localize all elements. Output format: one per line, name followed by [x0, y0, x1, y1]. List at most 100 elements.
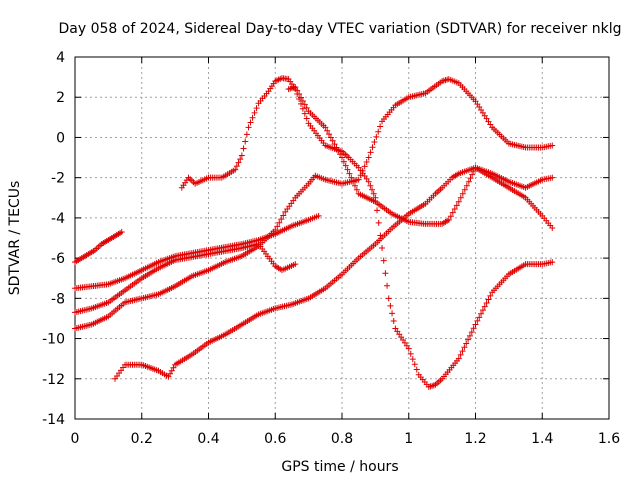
data-point	[377, 123, 384, 130]
series-track-d	[72, 76, 556, 332]
data-point	[344, 166, 351, 173]
data-point	[451, 206, 458, 213]
data-point	[405, 345, 412, 352]
y-tick-label: 4	[56, 50, 65, 66]
data-point	[292, 261, 299, 268]
data-point	[485, 296, 492, 303]
y-axis-label: SDTVAR / TECUs	[7, 181, 23, 296]
data-point	[373, 133, 380, 140]
data-point	[463, 340, 470, 347]
data-point	[465, 178, 472, 185]
data-point	[242, 138, 249, 145]
data-point	[294, 87, 301, 94]
data-point	[445, 216, 452, 223]
data-point	[382, 270, 389, 277]
data-point	[333, 144, 340, 151]
series-track-f	[178, 75, 556, 390]
data-point	[299, 97, 306, 104]
data-point	[303, 115, 310, 122]
data-point	[335, 147, 342, 154]
data-point	[449, 209, 456, 216]
data-point	[240, 145, 247, 152]
data-point	[339, 154, 345, 161]
data-point	[453, 202, 460, 209]
data-point	[457, 351, 464, 358]
data-point	[470, 325, 477, 332]
data-point	[165, 373, 172, 380]
data-point	[249, 114, 256, 121]
y-tick-label: -8	[51, 291, 65, 307]
data-point	[365, 154, 372, 161]
x-tick-label: 1.6	[598, 431, 620, 447]
data-point	[377, 232, 384, 239]
x-tick-label: 0.2	[131, 431, 153, 447]
data-point	[413, 366, 420, 373]
data-point	[326, 131, 333, 138]
data-point	[167, 370, 174, 377]
data-point	[233, 163, 240, 170]
y-tick-label: -2	[51, 171, 65, 187]
data-point	[365, 178, 372, 185]
data-point	[301, 110, 308, 117]
data-point	[237, 156, 244, 163]
data-point	[470, 168, 477, 175]
data-point	[296, 91, 303, 98]
data-point	[375, 219, 382, 226]
data-point	[170, 364, 177, 371]
data-point	[476, 314, 483, 321]
grid	[75, 57, 609, 419]
data-point	[468, 329, 475, 336]
y-tick-label: -4	[51, 211, 65, 227]
data-point	[274, 223, 281, 230]
data-point	[375, 128, 382, 135]
data-point	[272, 226, 279, 233]
data-point	[379, 245, 386, 252]
data-point	[461, 344, 468, 351]
y-tick-label: -6	[51, 251, 65, 267]
data-point	[247, 119, 254, 126]
data-point	[351, 182, 358, 189]
y-tick-label: -12	[42, 372, 65, 388]
data-point	[329, 137, 336, 144]
data-point	[299, 105, 306, 112]
data-point	[469, 171, 476, 178]
series-track-b	[72, 212, 322, 292]
chart-title: Day 058 of 2024, Sidereal Day-to-day VTE…	[59, 21, 622, 37]
data-point	[371, 139, 378, 146]
x-tick-label: 0.6	[264, 431, 286, 447]
data-point	[384, 282, 391, 289]
data-point	[447, 213, 454, 220]
data-point	[369, 186, 376, 193]
data-point	[367, 149, 374, 156]
x-tick-label: 0.4	[197, 431, 219, 447]
data-point	[278, 216, 285, 223]
data-point	[363, 158, 370, 165]
data-point	[463, 182, 470, 189]
y-tick-label: -10	[42, 332, 65, 348]
data-point	[346, 170, 353, 177]
data-point	[301, 101, 308, 108]
data-point	[353, 186, 360, 193]
data-point	[322, 124, 329, 131]
data-point	[369, 144, 376, 151]
data-point	[389, 310, 396, 317]
x-tick-label: 1.2	[464, 431, 486, 447]
data-point	[380, 257, 387, 264]
data-point	[235, 159, 242, 166]
series-track-c	[72, 241, 299, 316]
data-point	[245, 124, 252, 131]
x-tick-label: 0.8	[331, 431, 353, 447]
y-tick-labels: -14 -12 -10 -8 -6 -4 -2 0 2 4	[42, 50, 65, 428]
data-point	[251, 109, 258, 116]
data-point	[232, 166, 239, 173]
data-point	[361, 163, 368, 170]
data-point	[549, 259, 556, 266]
x-tick-label: 1	[404, 431, 413, 447]
series-track-a	[72, 228, 125, 266]
data-point	[168, 367, 175, 374]
data-point	[355, 176, 362, 183]
data-point	[467, 175, 474, 182]
data-point	[327, 134, 334, 141]
data-point	[457, 194, 464, 201]
